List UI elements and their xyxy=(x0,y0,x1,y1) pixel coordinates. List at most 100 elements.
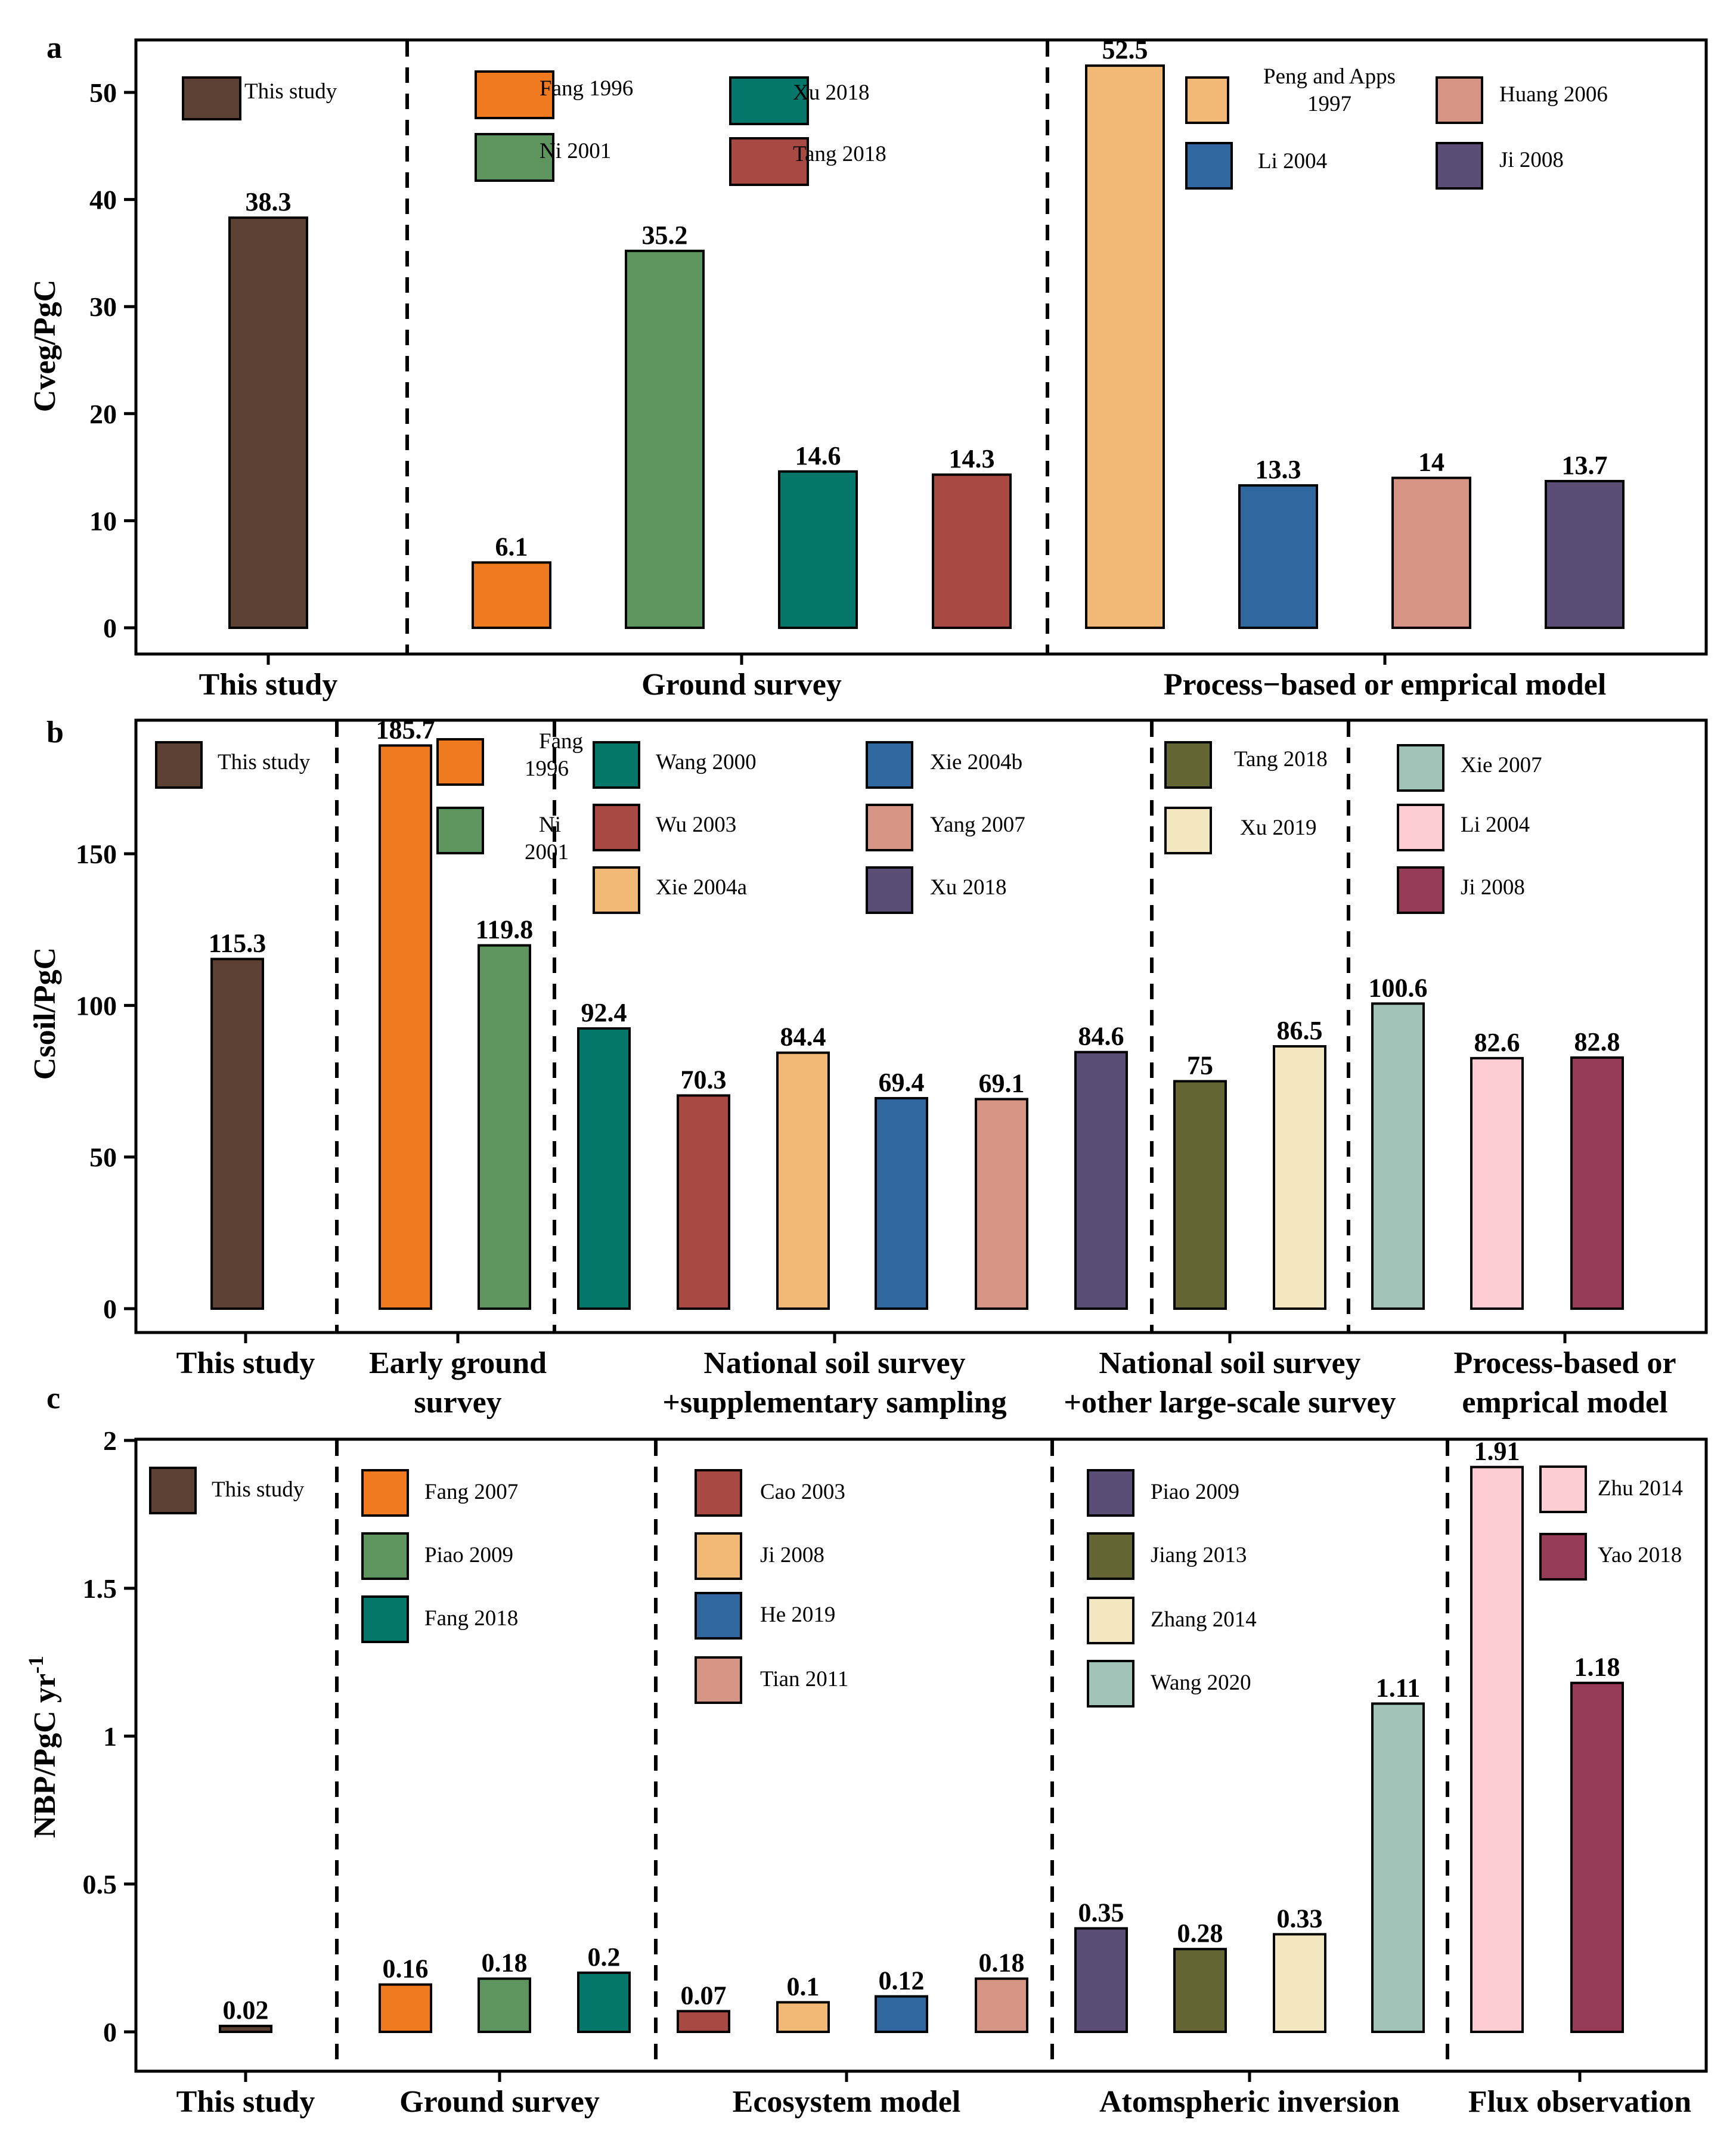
panel-c-frame xyxy=(134,1437,1708,2073)
group-label: Flux observation xyxy=(1468,2085,1691,2119)
bar-this-study xyxy=(219,2025,272,2034)
bar-value-label: 52.5 xyxy=(1102,35,1148,64)
group-label-line: Process-based or xyxy=(1453,1346,1676,1380)
legend-key-li-2004 xyxy=(1185,142,1233,190)
bar-xie-2007 xyxy=(1371,1002,1425,1310)
legend-label: Tang 2018 xyxy=(793,142,886,166)
bar-value-label: 69.4 xyxy=(879,1068,925,1097)
legend-label: Wang 2020 xyxy=(1151,1671,1251,1695)
legend-label: Li 2004 xyxy=(1258,149,1327,173)
legend-label: Piao 2009 xyxy=(424,1543,513,1567)
legend-key-tian-2011 xyxy=(695,1656,742,1704)
legend-key-wang-2000 xyxy=(593,741,640,789)
bar-value-label: 185.7 xyxy=(376,715,435,744)
legend-key-zhu-2014 xyxy=(1539,1465,1587,1513)
bar-li-2004 xyxy=(1470,1056,1524,1310)
legend-key-this-study xyxy=(149,1467,197,1514)
bar-xu-2018 xyxy=(778,470,858,629)
legend-label-line: 2001 xyxy=(525,840,569,864)
bar-value-label: 1.11 xyxy=(1376,1673,1421,1702)
legend-label-line: 1996 xyxy=(525,757,569,781)
legend-label: Xie 2004a xyxy=(656,875,747,900)
group-label: Process−based or emprical model xyxy=(1164,668,1607,702)
group-label: Process-based or emprical model xyxy=(1453,1346,1676,1420)
y-tick-label: 40 xyxy=(89,185,117,215)
bar-wu-2003 xyxy=(677,1094,730,1310)
bar-ji-2008 xyxy=(776,2001,830,2033)
legend-label: Fang 1996 xyxy=(525,729,583,781)
legend-label: Tian 2011 xyxy=(760,1667,848,1691)
legend-label: Zhang 2014 xyxy=(1151,1607,1257,1632)
bar-value-label: 35.2 xyxy=(642,221,688,250)
panel-a-frame xyxy=(134,38,1708,656)
legend-label: This study xyxy=(218,750,311,774)
bar-value-label: 86.5 xyxy=(1277,1016,1323,1045)
legend-key-ji-2008 xyxy=(695,1532,742,1580)
bar-yang-2007 xyxy=(975,1098,1028,1310)
legend-label: Wu 2003 xyxy=(656,813,736,837)
y-tick-label: 150 xyxy=(76,839,117,869)
bar-value-label: 0.16 xyxy=(383,1954,429,1984)
bar-value-label: 0.1 xyxy=(787,1972,820,2001)
y-tick-label: 30 xyxy=(89,292,117,322)
bar-xie-2004a xyxy=(776,1051,830,1310)
bar-value-label: 0.07 xyxy=(681,1981,727,2010)
legend-label: Huang 2006 xyxy=(1499,82,1608,107)
legend-label: Xu 2018 xyxy=(793,80,869,105)
y-axis-label-superscript: -1 xyxy=(24,1656,48,1674)
bar-ni-2001 xyxy=(625,249,705,630)
bar-value-label: 69.1 xyxy=(979,1069,1025,1098)
bar-zhu-2014 xyxy=(1470,1465,1524,2033)
bar-wang-2020 xyxy=(1371,1702,1425,2033)
group-label-line: emprical model xyxy=(1462,1386,1667,1420)
y-tick-label: 0 xyxy=(103,613,117,643)
legend-key-xu-2019 xyxy=(1164,807,1212,854)
legend-key-he-2019 xyxy=(695,1592,742,1640)
panel-c: c NBP/PgC yr-1 0 0.5 1 1.5 2 0.02 0.16 0.18 0.2 0.0… xyxy=(24,1381,1708,2119)
group-label: This study xyxy=(176,2085,315,2119)
legend-label: This study xyxy=(212,1477,305,1502)
bar-cao-2003 xyxy=(677,2010,730,2034)
group-label-line: National soil survey xyxy=(1099,1346,1360,1380)
legend-key-huang-2006 xyxy=(1436,76,1483,124)
group-label-line: National soil survey xyxy=(703,1346,965,1380)
legend-key-this-study xyxy=(182,76,241,120)
y-tick-label: 50 xyxy=(89,78,117,108)
bar-fang-1996 xyxy=(472,561,551,629)
panel-letter: c xyxy=(46,1381,60,1415)
legend-key-wu-2003 xyxy=(593,804,640,851)
legend-key-xie-2007 xyxy=(1397,744,1444,792)
legend-label: He 2019 xyxy=(760,1603,835,1627)
legend-key-jiang-2013 xyxy=(1087,1532,1134,1580)
bar-zhang-2014 xyxy=(1273,1933,1326,2034)
legend-label-line: Peng and Apps xyxy=(1263,64,1396,89)
legend-label: Ji 2008 xyxy=(1499,148,1564,172)
bar-he-2019 xyxy=(875,1995,928,2033)
legend-label: Fang 2018 xyxy=(424,1606,518,1631)
bar-value-label: 75 xyxy=(1187,1051,1213,1080)
bar-value-label: 0.33 xyxy=(1277,1904,1323,1933)
bar-ni-2001 xyxy=(478,944,531,1310)
bar-value-label: 84.4 xyxy=(780,1022,826,1052)
bar-fang-2018 xyxy=(577,1971,631,2034)
legend-label: Fang 1996 xyxy=(540,76,633,101)
bar-li-2004 xyxy=(1238,484,1318,630)
legend-label-line: Fang xyxy=(539,729,583,754)
group-label: Early ground survey xyxy=(369,1346,547,1420)
bar-this-study xyxy=(228,216,308,629)
bar-value-label: 0.12 xyxy=(879,1966,925,1995)
bar-value-label: 1.91 xyxy=(1474,1437,1520,1466)
legend-label: Ji 2008 xyxy=(1461,875,1525,900)
legend-label: Ni 2001 xyxy=(525,813,569,864)
y-tick-label: 50 xyxy=(89,1142,117,1173)
legend-key-peng-and-apps-1997 xyxy=(1185,76,1229,124)
bar-value-label: 84.6 xyxy=(1078,1022,1124,1051)
bar-value-label: 92.4 xyxy=(581,998,627,1027)
panel-letter: b xyxy=(46,715,64,749)
bar-value-label: 115.3 xyxy=(209,929,266,958)
group-label: Ecosystem model xyxy=(733,2085,961,2119)
y-axis-label: Csoil/PgC xyxy=(28,947,62,1080)
y-axis-label: Cveg/PgC xyxy=(28,280,62,412)
bar-ji-2008 xyxy=(1570,1056,1624,1310)
group-label-line: survey xyxy=(414,1386,501,1420)
